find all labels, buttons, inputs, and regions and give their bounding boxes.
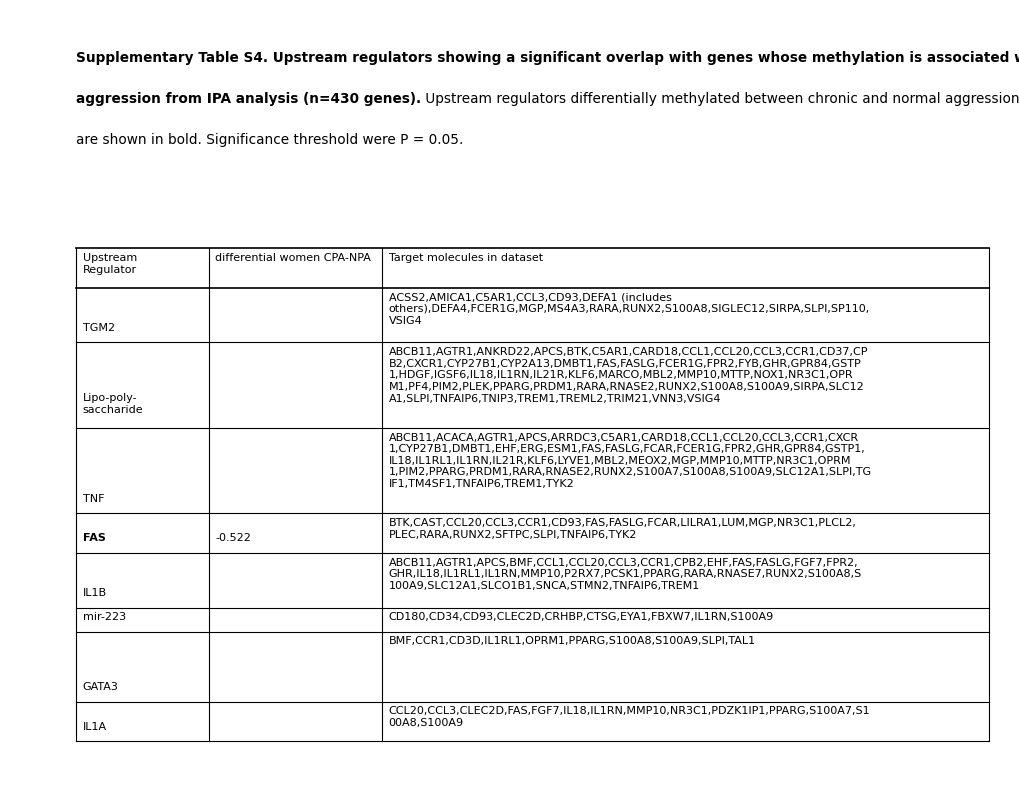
Text: differential women CPA-NPA: differential women CPA-NPA [215,253,371,263]
Text: CCL20,CCL3,CLEC2D,FAS,FGF7,IL18,IL1RN,MMP10,NR3C1,PDZK1IP1,PPARG,S100A7,S1
00A8,: CCL20,CCL3,CLEC2D,FAS,FGF7,IL18,IL1RN,MM… [388,707,869,728]
Text: are shown in bold. Significance threshold were P = 0.05.: are shown in bold. Significance threshol… [76,133,464,147]
Text: ABCB11,AGTR1,APCS,BMF,CCL1,CCL20,CCL3,CCR1,CPB2,EHF,FAS,FASLG,FGF7,FPR2,
GHR,IL1: ABCB11,AGTR1,APCS,BMF,CCL1,CCL20,CCL3,CC… [388,558,861,591]
Text: ABCB11,AGTR1,ANKRD22,APCS,BTK,C5AR1,CARD18,CCL1,CCL20,CCL3,CCR1,CD37,CP
B2,CXCR1: ABCB11,AGTR1,ANKRD22,APCS,BTK,C5AR1,CARD… [388,347,867,403]
Text: mir-223: mir-223 [83,612,125,623]
Text: Lipo-poly-
saccharide: Lipo-poly- saccharide [83,393,143,414]
Text: ACSS2,AMICA1,C5AR1,CCL3,CD93,DEFA1 (includes
others),DEFA4,FCER1G,MGP,MS4A3,RARA: ACSS2,AMICA1,C5AR1,CCL3,CD93,DEFA1 (incl… [388,292,869,325]
Text: BMF,CCR1,CD3D,IL1RL1,OPRM1,PPARG,S100A8,S100A9,SLPI,TAL1: BMF,CCR1,CD3D,IL1RL1,OPRM1,PPARG,S100A8,… [388,637,755,646]
Text: Supplementary Table S4. Upstream regulators showing a significant overlap with g: Supplementary Table S4. Upstream regulat… [76,51,1019,65]
Text: TGM2: TGM2 [83,323,114,333]
Text: ABCB11,ACACA,AGTR1,APCS,ARRDC3,C5AR1,CARD18,CCL1,CCL20,CCL3,CCR1,CXCR
1,CYP27B1,: ABCB11,ACACA,AGTR1,APCS,ARRDC3,C5AR1,CAR… [388,433,871,489]
Text: IL1B: IL1B [83,588,107,598]
Text: IL1A: IL1A [83,722,107,732]
Text: FAS: FAS [83,533,105,544]
Text: GATA3: GATA3 [83,682,118,693]
Text: -0.522: -0.522 [215,533,251,544]
Text: Upstream
Regulator: Upstream Regulator [83,253,137,274]
Text: Target molecules in dataset: Target molecules in dataset [388,253,542,263]
Text: CD180,CD34,CD93,CLEC2D,CRHBP,CTSG,EYA1,FBXW7,IL1RN,S100A9: CD180,CD34,CD93,CLEC2D,CRHBP,CTSG,EYA1,F… [388,612,773,623]
Text: aggression from IPA analysis (n=430 genes).: aggression from IPA analysis (n=430 gene… [76,92,421,106]
Text: Upstream regulators differentially methylated between chronic and normal aggress: Upstream regulators differentially methy… [421,92,1019,106]
Text: TNF: TNF [83,494,104,504]
Text: BTK,CAST,CCL20,CCL3,CCR1,CD93,FAS,FASLG,FCAR,LILRA1,LUM,MGP,NR3C1,PLCL2,
PLEC,RA: BTK,CAST,CCL20,CCL3,CCR1,CD93,FAS,FASLG,… [388,519,856,540]
